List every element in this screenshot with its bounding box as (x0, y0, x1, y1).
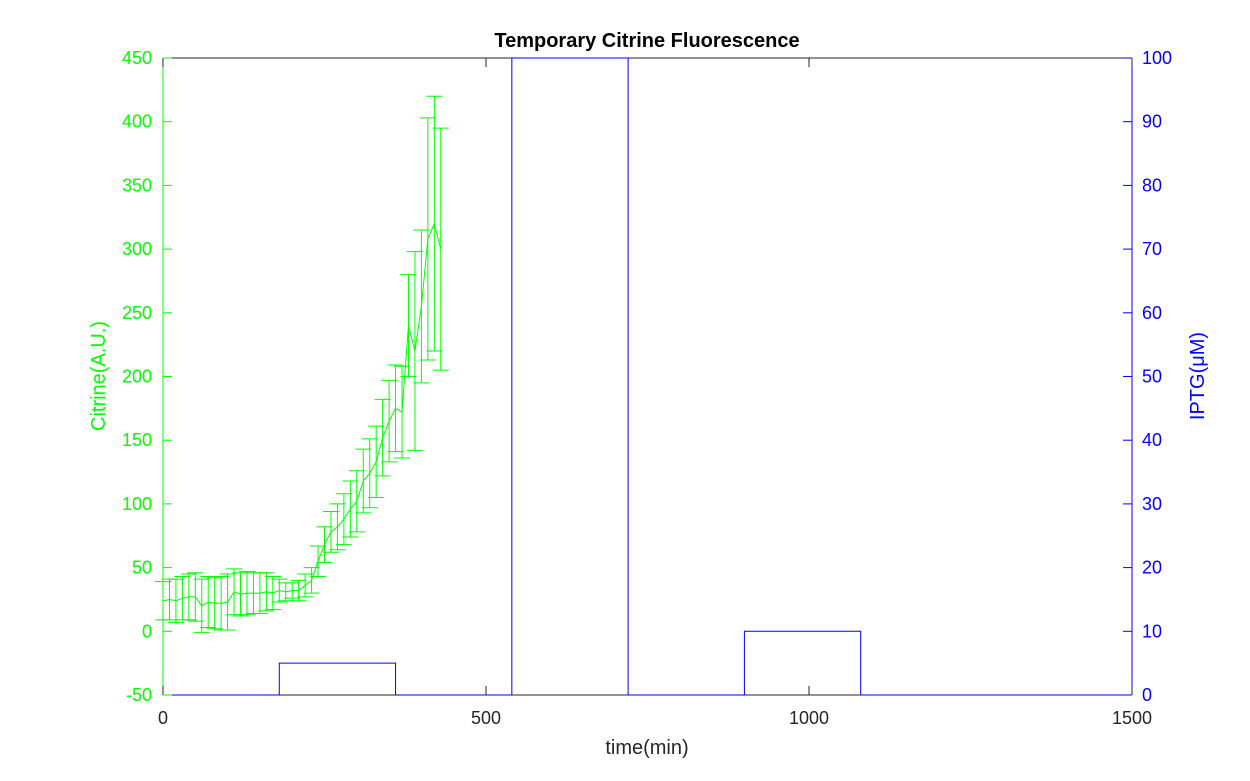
right-tick-label: 100 (1142, 48, 1172, 68)
left-tick-label: 0 (142, 621, 152, 641)
left-tick-label: 200 (122, 367, 152, 387)
x-tick-label: 1000 (789, 708, 829, 728)
x-axis-ticks: 0 500 1000 1500 (158, 58, 1152, 728)
right-axis-label: IPTG(μM) (1187, 332, 1209, 420)
right-tick-label: 90 (1142, 112, 1162, 132)
right-tick-label: 30 (1142, 494, 1162, 514)
citrine-line (162, 222, 442, 607)
left-axis-label: Citrine(A.U.) (88, 321, 110, 431)
left-tick-label: 50 (132, 558, 152, 578)
iptg-series (163, 57, 1132, 696)
x-tick-label: 500 (471, 708, 501, 728)
x-tick-label: 0 (158, 708, 168, 728)
right-tick-label: 0 (1142, 685, 1152, 705)
right-tick-label: 70 (1142, 239, 1162, 259)
right-tick-label: 20 (1142, 558, 1162, 578)
left-tick-label: 350 (122, 175, 152, 195)
left-tick-label: 300 (122, 239, 152, 259)
x-axis-label: time(min) (605, 737, 688, 759)
left-tick-label: 150 (122, 430, 152, 450)
iptg-line (163, 57, 1132, 696)
left-tick-label: -50 (126, 685, 152, 705)
left-axis-ticks: -50 0 50 100 150 200 250 300 350 400 450 (122, 48, 172, 705)
plot-area (162, 57, 1133, 696)
right-tick-label: 50 (1142, 367, 1162, 387)
x-tick-label: 1500 (1112, 708, 1152, 728)
right-axis-ticks: 0 10 20 30 40 50 60 70 80 90 100 (1123, 48, 1172, 705)
right-tick-label: 40 (1142, 430, 1162, 450)
right-tick-label: 60 (1142, 303, 1162, 323)
right-tick-label: 80 (1142, 175, 1162, 195)
left-tick-label: 450 (122, 48, 152, 68)
right-tick-label: 10 (1142, 621, 1162, 641)
citrine-series (155, 95, 449, 634)
left-tick-label: 100 (122, 494, 152, 514)
chart-title: Temporary Citrine Fluorescence (494, 30, 799, 52)
left-tick-label: 400 (122, 112, 152, 132)
left-tick-label: 250 (122, 303, 152, 323)
